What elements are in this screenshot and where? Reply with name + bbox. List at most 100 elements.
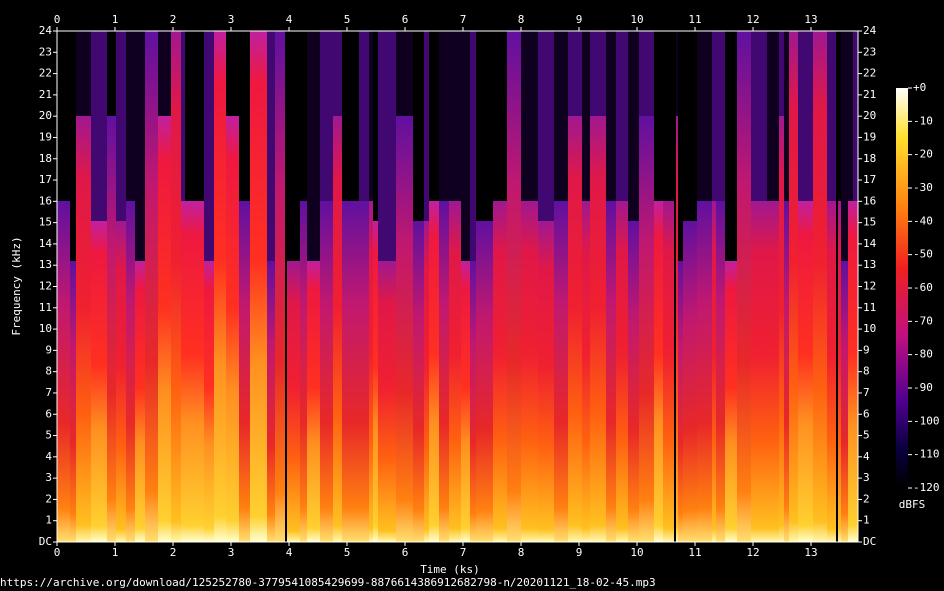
spectrum-band xyxy=(135,31,145,261)
spectrum-band xyxy=(396,116,413,542)
x-tick-label: 11 xyxy=(688,546,701,559)
spectrum-band xyxy=(70,31,76,261)
x-tick-label: 5 xyxy=(344,546,351,559)
spectrum-band xyxy=(678,261,683,542)
spectrum-band xyxy=(307,31,320,261)
spectrum-band xyxy=(285,261,300,542)
colorbar-tick-label: -10 xyxy=(913,114,933,127)
colorbar-label: dBFS xyxy=(899,498,926,511)
spectrum-band xyxy=(369,31,373,201)
spectrum-band xyxy=(616,201,628,542)
x-tick-label: 4 xyxy=(286,546,293,559)
spectrum-band xyxy=(275,31,285,542)
spectrogram xyxy=(57,31,858,542)
spectrum-band xyxy=(848,201,853,542)
spectrum-band xyxy=(590,31,606,116)
y-tick-label: 9 xyxy=(863,343,870,356)
spectrum-band xyxy=(250,31,267,542)
x-tick-label: 9 xyxy=(576,546,583,559)
spectrum-band xyxy=(158,116,171,542)
spectrum-band xyxy=(813,31,827,542)
y-tick-label: 4 xyxy=(863,450,870,463)
spectrum-band xyxy=(226,31,239,116)
y-tick-label: 14 xyxy=(39,237,53,250)
y-tick-label: DC xyxy=(39,535,52,548)
spectrum-band xyxy=(663,201,674,542)
spectrum-band xyxy=(424,221,429,542)
spectrum-band xyxy=(493,31,507,201)
y-tick-label: 4 xyxy=(45,450,52,463)
x-tick-label: 4 xyxy=(286,13,293,26)
y-tick-label: 8 xyxy=(863,365,870,378)
spectrum-band xyxy=(853,31,858,201)
spectrum-band xyxy=(716,31,725,201)
spectrum-band xyxy=(396,31,413,116)
y-tick-label: 13 xyxy=(863,258,876,271)
spectrum-band xyxy=(320,31,333,201)
x-tick-label: 10 xyxy=(630,13,643,26)
spectrum-band xyxy=(538,31,554,221)
spectrum-band xyxy=(493,201,507,542)
spectrum-band xyxy=(239,201,250,542)
colorbar-tick-label: -110 xyxy=(913,448,940,461)
spectrum-band xyxy=(285,31,300,261)
spectrum-band xyxy=(590,116,606,542)
spectrum-band xyxy=(784,201,789,542)
spectrum-band xyxy=(57,31,70,201)
spectrum-band xyxy=(126,31,135,201)
spectrum-band xyxy=(725,31,737,261)
spectrum-band xyxy=(135,261,145,542)
y-tick-label: 21 xyxy=(39,88,52,101)
spectrum-band xyxy=(841,261,848,542)
spectrum-band xyxy=(606,201,616,542)
spectrum-band xyxy=(300,201,307,542)
spectrum-band xyxy=(373,221,378,542)
y-tick-label: 10 xyxy=(39,322,52,335)
spectrum-band xyxy=(654,31,663,201)
spectrum-band xyxy=(853,201,858,542)
colorbar-tick-label: -30 xyxy=(913,181,933,194)
spectrum-band xyxy=(568,31,582,116)
spectrum-band xyxy=(185,31,200,201)
spectrum-band xyxy=(716,201,725,542)
spectrum-band xyxy=(333,31,342,116)
spectrum-band xyxy=(214,31,226,542)
spectrum-band xyxy=(767,201,779,542)
spectrum-band xyxy=(751,31,767,201)
x-tick-label: 5 xyxy=(344,13,351,26)
y-tick-label: 18 xyxy=(863,152,876,165)
colorbar-tick-label: -50 xyxy=(913,248,933,261)
spectrum-band xyxy=(158,31,171,116)
spectrum-gap xyxy=(285,31,287,542)
source-url: https://archive.org/download/125252780-3… xyxy=(0,576,656,589)
spectrum-band xyxy=(204,261,214,542)
spectrum-band xyxy=(378,261,388,542)
y-tick-label: 2 xyxy=(45,492,52,505)
y-tick-label: 14 xyxy=(863,237,877,250)
spectrum-band xyxy=(554,201,568,542)
spectrum-band xyxy=(413,221,424,542)
spectrum-band xyxy=(342,31,359,201)
x-tick-label: 11 xyxy=(688,13,701,26)
y-tick-label: 7 xyxy=(45,386,52,399)
spectrum-band xyxy=(91,31,107,221)
spectrum-band xyxy=(779,116,784,542)
y-tick-label: 23 xyxy=(39,45,52,58)
y-tick-label: 12 xyxy=(39,280,52,293)
spectrum-band xyxy=(320,201,333,542)
spectrum-band xyxy=(654,201,663,542)
spectrum-band xyxy=(798,201,813,542)
y-tick-label: 8 xyxy=(45,365,52,378)
spectrum-band xyxy=(107,31,116,116)
spectrum-band xyxy=(204,31,214,261)
x-tick-label: 7 xyxy=(460,546,467,559)
y-tick-label: 1 xyxy=(45,514,52,527)
spectrum-band xyxy=(582,31,590,201)
x-axis-label: Time (ks) xyxy=(420,563,480,576)
spectrum-band xyxy=(439,31,449,201)
y-tick-label: 16 xyxy=(863,194,876,207)
x-tick-label: 0 xyxy=(54,13,61,26)
colorbar-tick-label: -40 xyxy=(913,214,933,227)
y-tick-label: 24 xyxy=(863,24,877,37)
spectrum-band xyxy=(470,31,476,261)
